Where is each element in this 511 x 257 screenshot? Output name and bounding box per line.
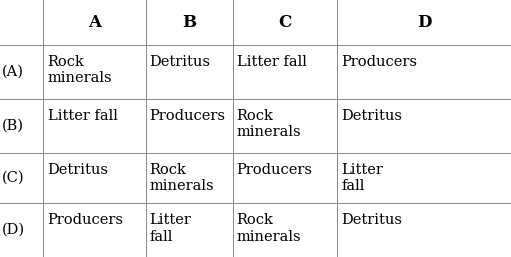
Text: Producers: Producers bbox=[237, 163, 313, 177]
Text: Detritus: Detritus bbox=[150, 55, 211, 69]
Text: Rock
minerals: Rock minerals bbox=[237, 109, 301, 140]
Text: Producers: Producers bbox=[48, 213, 124, 227]
Text: Detritus: Detritus bbox=[48, 163, 108, 177]
Text: Producers: Producers bbox=[341, 55, 417, 69]
Text: (D): (D) bbox=[2, 223, 25, 237]
Text: D: D bbox=[417, 14, 431, 31]
Text: (B): (B) bbox=[2, 119, 24, 133]
Text: Litter
fall: Litter fall bbox=[341, 163, 383, 194]
Text: C: C bbox=[278, 14, 291, 31]
Text: B: B bbox=[182, 14, 196, 31]
Text: Detritus: Detritus bbox=[341, 213, 402, 227]
Text: Rock
minerals: Rock minerals bbox=[48, 55, 112, 86]
Text: Litter
fall: Litter fall bbox=[150, 213, 192, 244]
Text: Rock
minerals: Rock minerals bbox=[150, 163, 214, 194]
Text: Rock
minerals: Rock minerals bbox=[237, 213, 301, 244]
Text: (A): (A) bbox=[2, 65, 24, 79]
Text: (C): (C) bbox=[2, 171, 25, 185]
Text: Litter fall: Litter fall bbox=[48, 109, 118, 123]
Text: Detritus: Detritus bbox=[341, 109, 402, 123]
Text: A: A bbox=[88, 14, 101, 31]
Text: Producers: Producers bbox=[150, 109, 226, 123]
Text: Litter fall: Litter fall bbox=[237, 55, 307, 69]
